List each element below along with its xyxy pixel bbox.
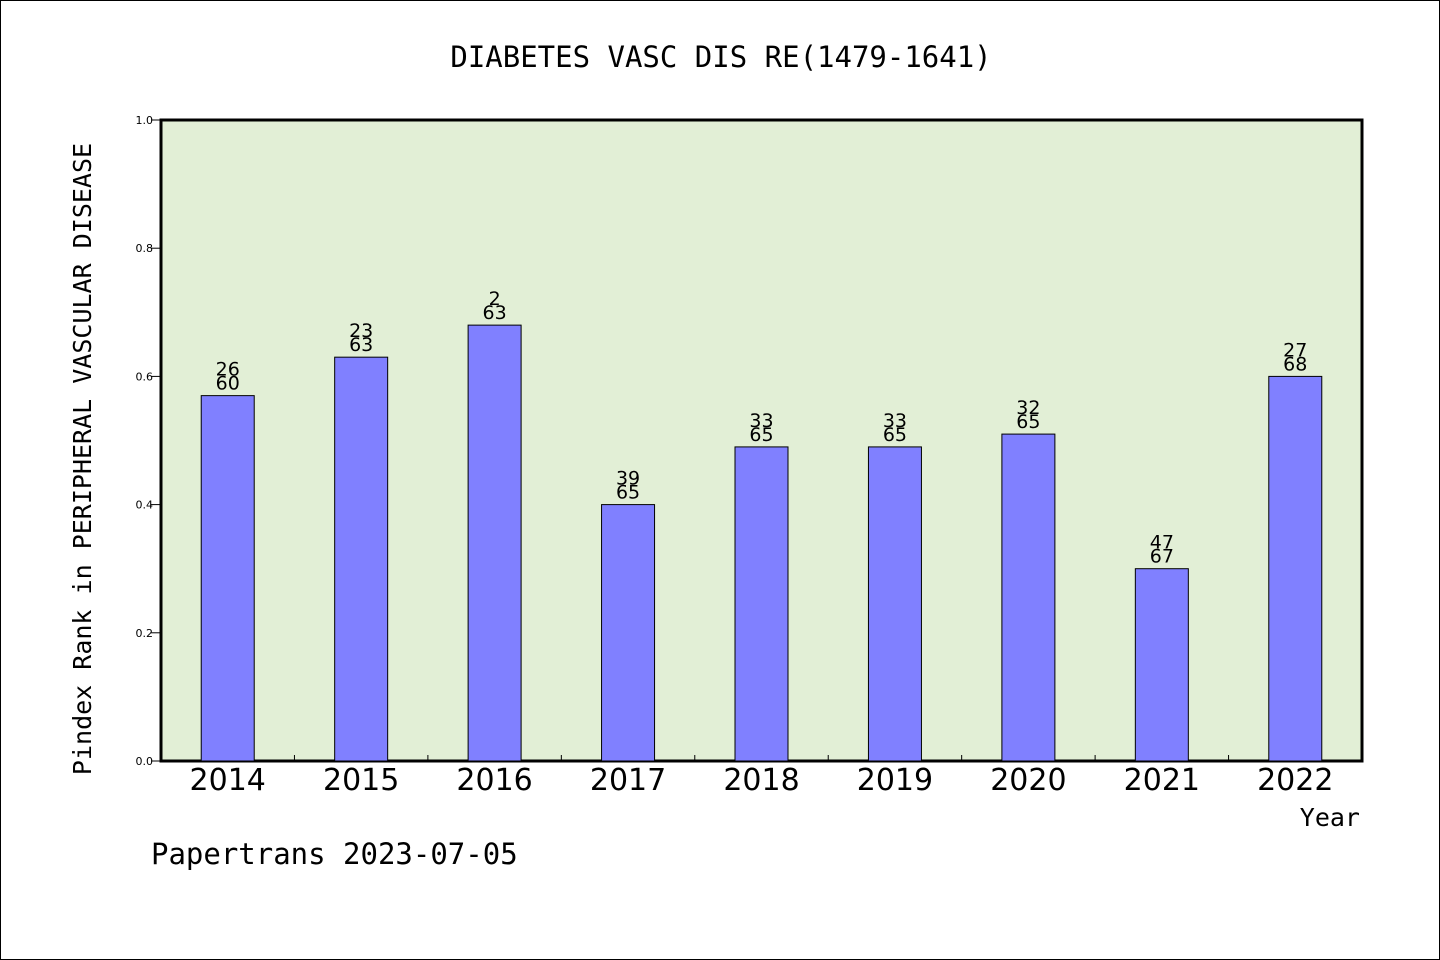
bar-label-top-2016: 2 bbox=[489, 288, 501, 310]
x-axis-label: Year bbox=[1300, 803, 1360, 832]
x-tick-label-2021: 2021 bbox=[1124, 763, 1200, 798]
x-tick-label-2019: 2019 bbox=[857, 763, 933, 798]
bar-label-bottom-2022: 68 bbox=[1283, 353, 1307, 375]
bar-label-bottom-2016: 63 bbox=[483, 302, 507, 324]
bar-2017 bbox=[601, 504, 656, 762]
bar-label-bottom-2019: 65 bbox=[883, 424, 907, 446]
x-tick-label-2018: 2018 bbox=[723, 763, 799, 798]
y-axis-label: Pindex Rank in PERIPHERAL VASCULAR DISEA… bbox=[68, 143, 97, 775]
y-tick-label: 0.2 bbox=[136, 627, 154, 640]
x-tick-label-2016: 2016 bbox=[456, 763, 532, 798]
bar-label-bottom-2018: 65 bbox=[749, 424, 773, 446]
bar-label-bottom-2017: 65 bbox=[616, 482, 640, 504]
y-tick-label: 0.8 bbox=[136, 242, 154, 255]
bar-label-top-2020: 32 bbox=[1016, 397, 1040, 419]
bar-label-top-2015: 23 bbox=[349, 320, 373, 342]
bar-label-bottom-2021: 67 bbox=[1150, 546, 1174, 568]
y-tick-label: 0.6 bbox=[136, 370, 154, 383]
bar-2018 bbox=[734, 446, 789, 762]
chart-title: DIABETES VASC DIS RE(1479-1641) bbox=[450, 40, 991, 74]
footer-credit: Papertrans 2023-07-05 bbox=[151, 837, 518, 871]
bar-label-top-2019: 33 bbox=[883, 410, 907, 432]
x-tick-label-2015: 2015 bbox=[323, 763, 399, 798]
bar-2021 bbox=[1134, 568, 1189, 762]
bar-label-top-2018: 33 bbox=[749, 410, 773, 432]
y-tick-label: 0.0 bbox=[136, 755, 154, 768]
bar-2014 bbox=[200, 395, 255, 762]
bar-label-top-2022: 27 bbox=[1283, 339, 1307, 361]
bar-label-bottom-2020: 65 bbox=[1016, 411, 1040, 433]
y-tick-label: 0.4 bbox=[136, 499, 154, 512]
bar-2020 bbox=[1001, 433, 1056, 762]
bar-2016 bbox=[467, 324, 522, 762]
x-tick-label-2017: 2017 bbox=[590, 763, 666, 798]
x-tick-label-2020: 2020 bbox=[990, 763, 1066, 798]
bar-2022 bbox=[1268, 375, 1323, 762]
bar-label-top-2017: 39 bbox=[616, 468, 640, 490]
y-axis: 0.0 0.2 0.4 0.6 0.8 1.0 bbox=[136, 114, 161, 768]
bar-label-top-2014: 26 bbox=[216, 359, 240, 381]
bar-label-bottom-2014: 60 bbox=[216, 373, 240, 395]
y-tick-label: 1.0 bbox=[136, 114, 154, 127]
bar-label-top-2021: 47 bbox=[1150, 532, 1174, 554]
bar-label-bottom-2015: 63 bbox=[349, 334, 373, 356]
bar-2015 bbox=[334, 356, 389, 762]
x-axis: 2014 2015 2016 2017 2018 2019 2020 2021 2022 bbox=[190, 755, 1333, 798]
bar-2019 bbox=[867, 446, 922, 762]
x-tick-label-2022: 2022 bbox=[1257, 763, 1333, 798]
x-tick-label-2014: 2014 bbox=[190, 763, 266, 798]
